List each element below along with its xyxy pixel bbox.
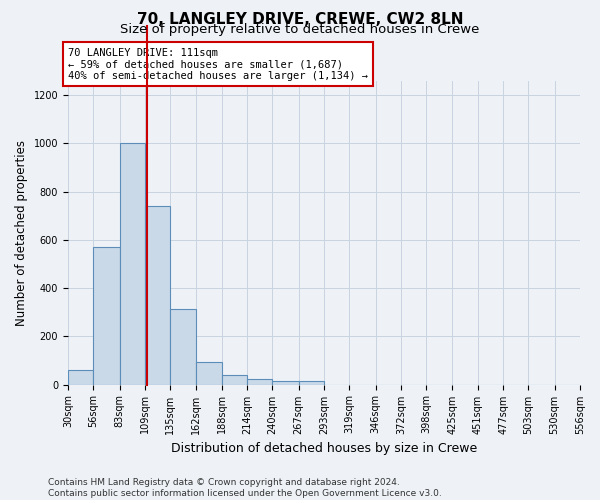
Bar: [93, 247, 119, 384]
Y-axis label: Number of detached properties: Number of detached properties: [15, 140, 28, 326]
Text: Contains HM Land Registry data © Crown copyright and database right 2024.
Contai: Contains HM Land Registry data © Crown c…: [48, 478, 442, 498]
Bar: [145, 206, 170, 384]
Bar: [299, 382, 324, 384]
Bar: [68, 370, 93, 384]
Bar: [272, 382, 299, 384]
Bar: [170, 308, 196, 384]
X-axis label: Distribution of detached houses by size in Crewe: Distribution of detached houses by size …: [171, 442, 477, 455]
Text: Size of property relative to detached houses in Crewe: Size of property relative to detached ho…: [121, 22, 479, 36]
Bar: [247, 378, 272, 384]
Bar: [196, 362, 222, 384]
Text: 70, LANGLEY DRIVE, CREWE, CW2 8LN: 70, LANGLEY DRIVE, CREWE, CW2 8LN: [137, 12, 463, 28]
Bar: [222, 376, 247, 384]
Text: 70 LANGLEY DRIVE: 111sqm
← 59% of detached houses are smaller (1,687)
40% of sem: 70 LANGLEY DRIVE: 111sqm ← 59% of detach…: [68, 48, 368, 80]
Bar: [119, 144, 145, 384]
